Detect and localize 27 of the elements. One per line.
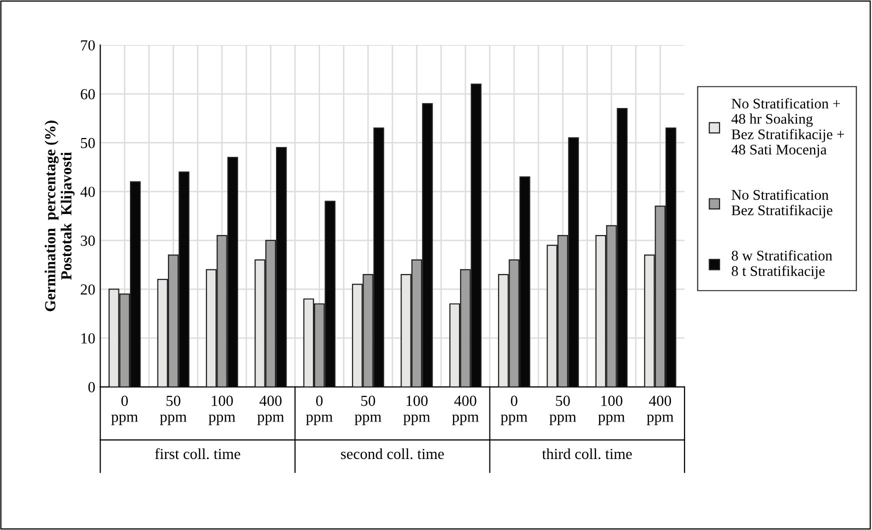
y-tick-label: 50 (81, 138, 95, 148)
x-tick-label: 0 ppm (500, 396, 528, 426)
y-tick-label: 40 (80, 186, 95, 198)
x-tick-label: 400 ppm (452, 396, 479, 426)
text: first coll. time (155, 448, 240, 460)
x-tick-label: 50 ppm (160, 396, 187, 426)
x-tick-label: 0 ppm (111, 396, 138, 426)
y-tick-label: 70 (81, 40, 95, 50)
legend-label: No Stratification Bez Stratifikacije (732, 189, 832, 218)
y-axis-title: Germination percentage (%) Postotak Klijavosti (44, 120, 75, 312)
x-tick-label: 50 ppm (549, 396, 576, 426)
legend-label: No Stratification + 48 hr Soaking Bez Stratifikacije + 48 Sati Mocenja (731, 98, 844, 158)
x-tick-label: 400 ppm (646, 396, 674, 426)
y-tick-label: 0 (88, 382, 95, 392)
y-tick-label: 60 (80, 89, 95, 100)
legend-label: 8 w Stratification 8 t Stratifikacije (732, 250, 832, 279)
x-tick-label: 400 ppm (257, 396, 284, 426)
x-tick-label: 100 ppm (208, 396, 236, 426)
x-tick-label: 50 ppm (354, 396, 382, 426)
x-tick-label: 100 ppm (403, 396, 430, 426)
text: second coll. time (341, 448, 444, 460)
y-tick-label: 30 (80, 236, 95, 246)
y-tick-label: 20 (80, 284, 95, 295)
text: third coll. time (542, 448, 632, 460)
x-tick-label: 100 ppm (598, 396, 625, 426)
x-tick-label: 0 ppm (306, 396, 333, 426)
y-tick-label: 10 (81, 333, 95, 344)
